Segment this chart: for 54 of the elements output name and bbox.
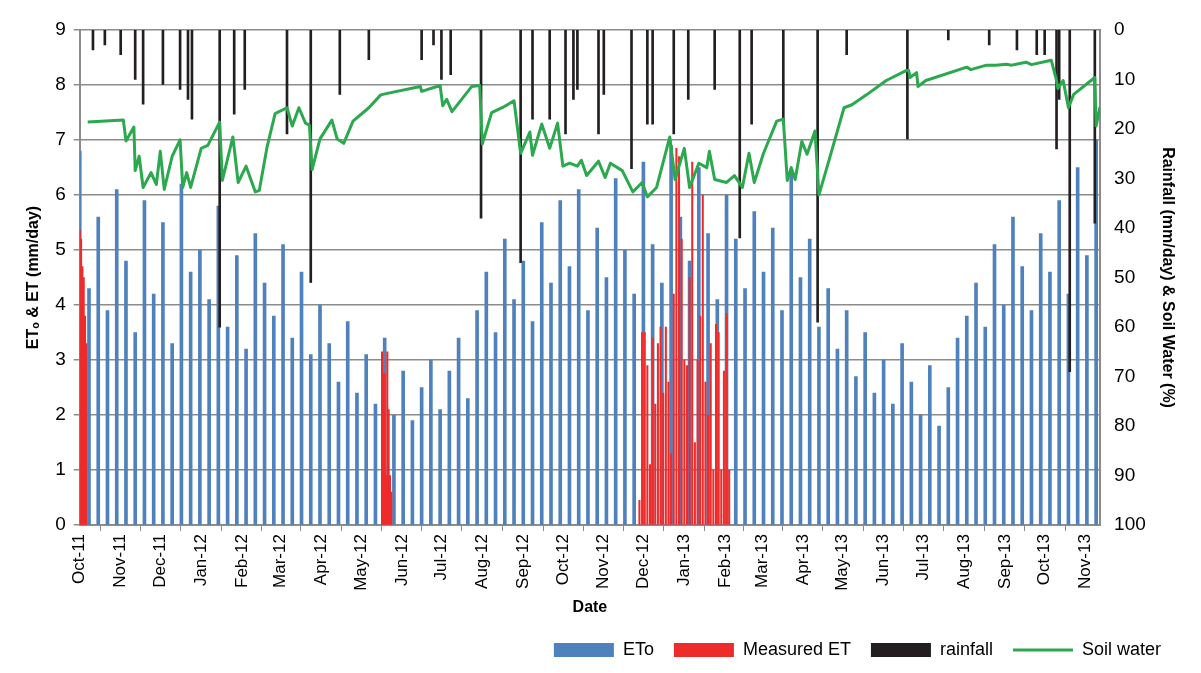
x-tick-label: Aug-12 [472,534,492,589]
x-tick-label: May-12 [350,534,370,591]
y2-tick-label: 30 [1114,166,1136,188]
x-tick-label: Sep-12 [512,534,532,589]
x-tick-label: Jun-12 [391,534,411,587]
legend-label: Soil water [1081,638,1162,659]
y2-tick-label: 80 [1114,414,1136,436]
y-tick-label: 4 [55,293,67,315]
x-tick-label: Oct-13 [1034,534,1054,586]
y-axis-title: ETₒ & ET (mm/day) [24,205,42,350]
x-tick-label: Apr-12 [311,534,331,586]
x-tick-label: Oct-11 [69,534,89,584]
x-tick-label: Sep-13 [994,534,1014,589]
x-tick-label: Nov-12 [593,534,613,589]
x-tick-label: Oct-12 [552,534,572,586]
y2-tick-label: 40 [1114,216,1136,238]
y-tick-label: 5 [55,238,66,260]
y2-axis-title: Rainfall (mm/day) & Soil Water (%) [1159,147,1177,408]
y2-tick-label: 90 [1114,463,1136,485]
y-tick-label: 2 [55,403,66,425]
x-axis-title: Date [572,597,608,615]
legend-label: rainfall [939,638,993,659]
y2-tick-label: 60 [1114,315,1136,337]
y2-tick-label: 0 [1114,18,1125,40]
y-tick-label: 9 [55,18,66,40]
y2-tick-label: 50 [1114,265,1136,287]
x-tick-label: Feb-12 [231,534,251,588]
x-tick-label: May-13 [832,534,852,591]
y-tick-label: 0 [55,513,66,535]
y2-tick-label: 10 [1114,67,1136,89]
legend-label: Measured ET [742,638,851,659]
x-tick-label: Dec-11 [149,534,169,588]
x-tick-label: Nov-11 [110,534,130,588]
x-tick-label: Feb-13 [714,534,734,588]
x-tick-label: Dec-12 [633,534,653,589]
x-tick-label: Jun-13 [873,534,893,587]
x-tick-label: Mar-13 [751,534,771,588]
y-tick-label: 6 [55,183,66,205]
x-tick-label: Jul-13 [912,534,932,581]
x-tick-label: Mar-12 [270,534,290,588]
x-tick-label: Apr-13 [792,534,812,586]
y-tick-label: 7 [55,128,66,150]
y-tick-label: 1 [55,458,66,480]
y2-tick-label: 70 [1114,364,1136,386]
x-tick-label: Nov-13 [1075,534,1095,589]
legend-label: ETo [622,638,654,659]
y-tick-label: 3 [55,348,66,370]
x-tick-label: Jul-12 [431,534,451,581]
x-tick-label: Jan-13 [674,534,693,587]
y2-tick-label: 20 [1114,117,1136,139]
y-tick-label: 8 [55,73,66,95]
x-tick-label: Aug-13 [953,534,973,589]
x-tick-label: Jan-12 [190,534,210,587]
y2-tick-label: 100 [1114,513,1146,535]
